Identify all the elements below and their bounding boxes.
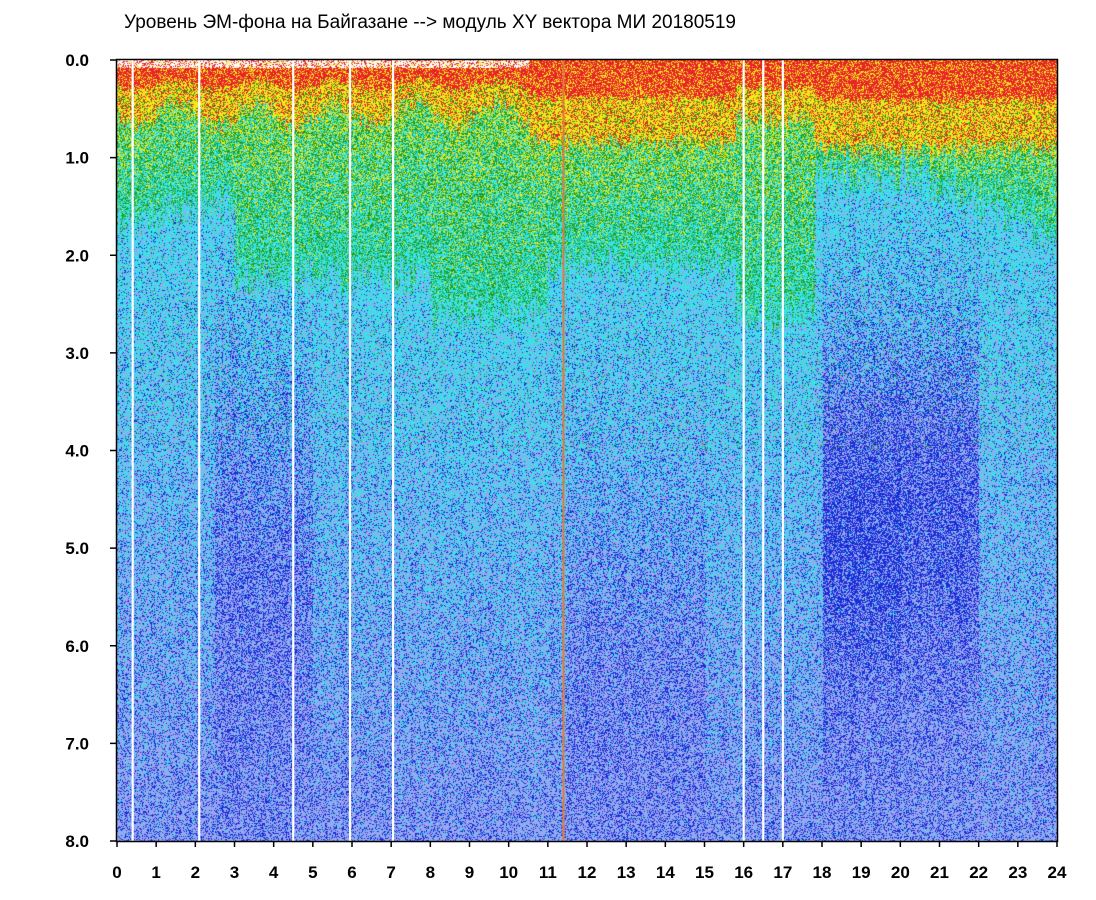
chart-title: Уровень ЭМ-фона на Байгазане --> модуль … [124, 12, 736, 33]
x-tick-label: 0 [112, 863, 121, 882]
y-tick-label: 3.0 [65, 344, 89, 363]
x-tick-label: 8 [426, 863, 435, 882]
y-axis: 0.0 1.0 2.0 3.0 4.0 5.0 6.0 7.0 8.0 [65, 51, 117, 851]
x-tick-label: 21 [930, 863, 949, 882]
x-tick-label: 23 [1008, 863, 1027, 882]
x-tick-label: 10 [499, 863, 518, 882]
x-tick-label: 13 [617, 863, 636, 882]
y-tick-label: 4.0 [65, 442, 89, 461]
x-tick-label: 11 [539, 863, 557, 882]
heatmap-field [117, 60, 1057, 841]
x-tick-label: 18 [813, 863, 832, 882]
y-tick-label: 8.0 [65, 832, 89, 851]
x-tick-label: 14 [656, 863, 675, 882]
x-tick-label: 4 [269, 863, 279, 882]
y-tick-label: 2.0 [65, 246, 89, 265]
x-tick-label: 22 [969, 863, 988, 882]
x-tick-label: 2 [191, 863, 200, 882]
x-tick-label: 7 [386, 863, 395, 882]
y-tick-label: 1.0 [65, 149, 89, 168]
x-tick-label: 16 [734, 863, 753, 882]
x-tick-label: 12 [578, 863, 597, 882]
y-tick-label: 7.0 [65, 734, 89, 753]
gap-lines [131, 60, 784, 841]
x-tick-label: 9 [465, 863, 474, 882]
x-tick-label: 6 [347, 863, 356, 882]
x-tick-label: 3 [230, 863, 239, 882]
x-tick-label: 1 [151, 863, 160, 882]
y-tick-label: 6.0 [65, 637, 89, 656]
x-tick-label: 24 [1048, 863, 1067, 882]
y-tick-label: 5.0 [65, 539, 89, 558]
x-tick-label: 20 [891, 863, 910, 882]
x-tick-label: 17 [773, 863, 792, 882]
y-tick-label: 0.0 [65, 51, 89, 70]
x-tick-label: 19 [852, 863, 871, 882]
x-tick-label: 5 [308, 863, 317, 882]
x-axis: 0 1 2 3 4 5 6 7 8 9 10 11 12 13 14 15 16 17 18 19 20 21 22 23 24 [112, 841, 1067, 882]
x-tick-label: 15 [695, 863, 714, 882]
